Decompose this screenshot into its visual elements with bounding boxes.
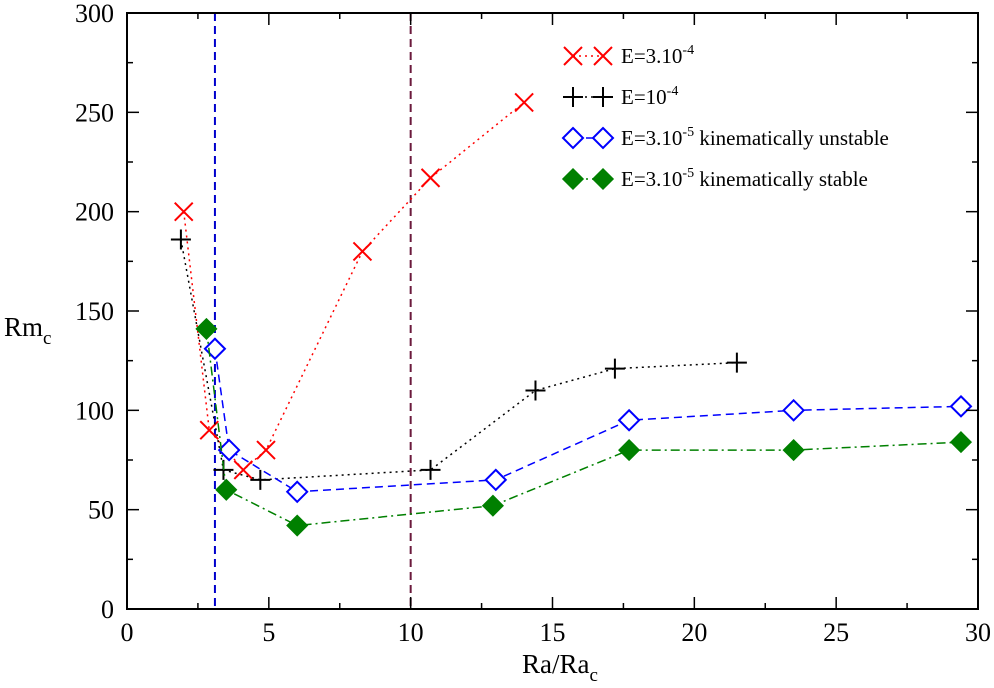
data-point-s2-1 [170,229,191,250]
data-point-s2-4 [420,459,441,480]
x-tick-label: 20 [681,618,707,647]
data-point-s4-4 [481,494,504,517]
data-point-s3-4 [484,468,508,492]
axis-labels: Ra/Rac Rmc [4,312,598,686]
y-tick-label: 250 [75,98,114,127]
legend: E=3.10-4 E=10-4 E=3.10-5 kinematically uns… [561,43,889,191]
data-point-s1-1 [174,201,194,222]
legend-marker-right [591,167,615,191]
data-point-s2-3 [250,469,271,490]
data-point-s1-7 [514,92,534,113]
y-axis-title: Rmc [4,312,51,349]
data-point-s1-4 [256,440,276,460]
y-tick-label: 200 [75,198,114,227]
y-tick-label: 150 [75,297,114,326]
legend-marker-right [591,126,615,150]
legend-entry-3: E=3.10-5 kinematically unstable [561,125,889,150]
data-point-s3-2 [217,438,241,462]
legend-label: E=10-4 [621,84,678,109]
legend-label: E=3.10-5 kinematically unstable [621,125,889,150]
series-line-3 [214,348,961,493]
plot-area [170,13,973,609]
x-tick-label: 15 [540,618,566,647]
y-tick-label: 50 [88,496,114,525]
y-tick-label: 300 [75,0,114,28]
data-point-s3-1 [203,337,227,361]
data-point-s3-7 [949,394,973,418]
legend-marker-left [561,167,585,191]
legend-marker-right [593,46,613,66]
data-point-s4-1 [195,317,218,340]
legend-entry-4: E=3.10-5 kinematically stable [561,166,868,191]
x-tick-label: 30 [965,618,991,647]
data-point-s1-3 [233,460,254,480]
data-point-s4-5 [618,439,641,462]
data-point-s3-3 [285,480,309,504]
data-point-s4-7 [949,431,973,454]
legend-marker-left [563,87,583,107]
x-axis-title: Ra/Rac [522,649,598,686]
legend-marker-left [561,126,585,150]
x-tick-label: 0 [121,618,134,647]
legend-label: E=3.10-4 [621,43,694,68]
series-line-4 [205,328,962,527]
y-tick-label: 0 [101,595,114,624]
x-tick-label: 5 [262,618,275,647]
legend-entry-1: E=3.10-4 [563,43,694,68]
data-point-s4-6 [782,439,805,462]
x-tick-label: 25 [823,618,849,647]
legend-entry-2: E=10-4 [563,84,678,109]
data-point-s2-7 [726,352,747,373]
x-tick-label: 10 [398,618,424,647]
y-tick-label: 100 [75,396,114,425]
legend-marker-left [563,46,583,66]
data-point-s3-6 [782,398,806,422]
legend-label: E=3.10-5 kinematically stable [621,166,868,191]
plot-frame [126,12,979,610]
axes-frame [126,12,979,610]
series-line-1 [182,101,525,471]
data-point-s2-6 [604,358,625,379]
data-point-s3-5 [617,408,641,432]
data-point-s1-6 [420,168,441,188]
data-point-s4-3 [286,514,309,537]
data-point-s4-2 [215,478,238,501]
data-point-s2-5 [525,380,546,401]
data-point-s1-5 [352,241,373,262]
legend-marker-right [593,87,613,107]
series-line-2 [180,239,737,481]
